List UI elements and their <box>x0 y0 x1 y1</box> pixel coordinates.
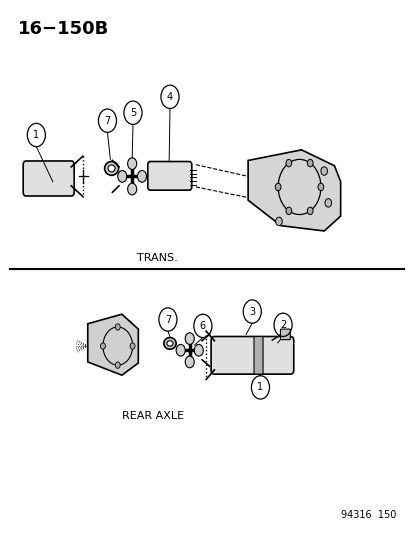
Circle shape <box>285 159 291 167</box>
FancyBboxPatch shape <box>211 336 293 374</box>
Circle shape <box>115 324 120 330</box>
Circle shape <box>194 344 203 356</box>
Text: 5: 5 <box>130 108 136 118</box>
Text: 6: 6 <box>199 321 205 331</box>
Text: 1: 1 <box>257 382 263 392</box>
Circle shape <box>324 199 331 207</box>
Circle shape <box>306 159 312 167</box>
Text: 7: 7 <box>164 314 171 325</box>
FancyBboxPatch shape <box>254 336 262 374</box>
FancyBboxPatch shape <box>147 161 191 190</box>
Text: 4: 4 <box>166 92 173 102</box>
Circle shape <box>130 343 135 349</box>
Text: 1: 1 <box>33 130 39 140</box>
Ellipse shape <box>104 161 118 175</box>
Circle shape <box>176 344 185 356</box>
Circle shape <box>100 343 105 349</box>
Ellipse shape <box>108 165 115 172</box>
Circle shape <box>137 171 146 182</box>
Circle shape <box>115 362 120 368</box>
Text: 94316  150: 94316 150 <box>340 510 395 520</box>
Ellipse shape <box>166 341 173 346</box>
Ellipse shape <box>164 337 176 349</box>
Text: 16−150B: 16−150B <box>18 20 109 38</box>
Circle shape <box>275 217 282 225</box>
Circle shape <box>185 356 194 368</box>
Polygon shape <box>247 150 340 231</box>
Circle shape <box>320 167 327 175</box>
Text: 3: 3 <box>249 306 255 317</box>
Circle shape <box>275 183 280 191</box>
Circle shape <box>117 171 126 182</box>
Circle shape <box>127 183 136 195</box>
FancyBboxPatch shape <box>280 329 290 340</box>
Circle shape <box>306 207 312 215</box>
Text: 2: 2 <box>279 320 285 330</box>
Circle shape <box>127 158 136 169</box>
Circle shape <box>285 207 291 215</box>
Text: TRANS.: TRANS. <box>137 253 178 263</box>
Circle shape <box>185 333 194 344</box>
FancyBboxPatch shape <box>23 161 74 196</box>
Text: 7: 7 <box>104 116 110 126</box>
Text: REAR AXLE: REAR AXLE <box>122 411 184 421</box>
Polygon shape <box>88 314 138 375</box>
Circle shape <box>317 183 323 191</box>
